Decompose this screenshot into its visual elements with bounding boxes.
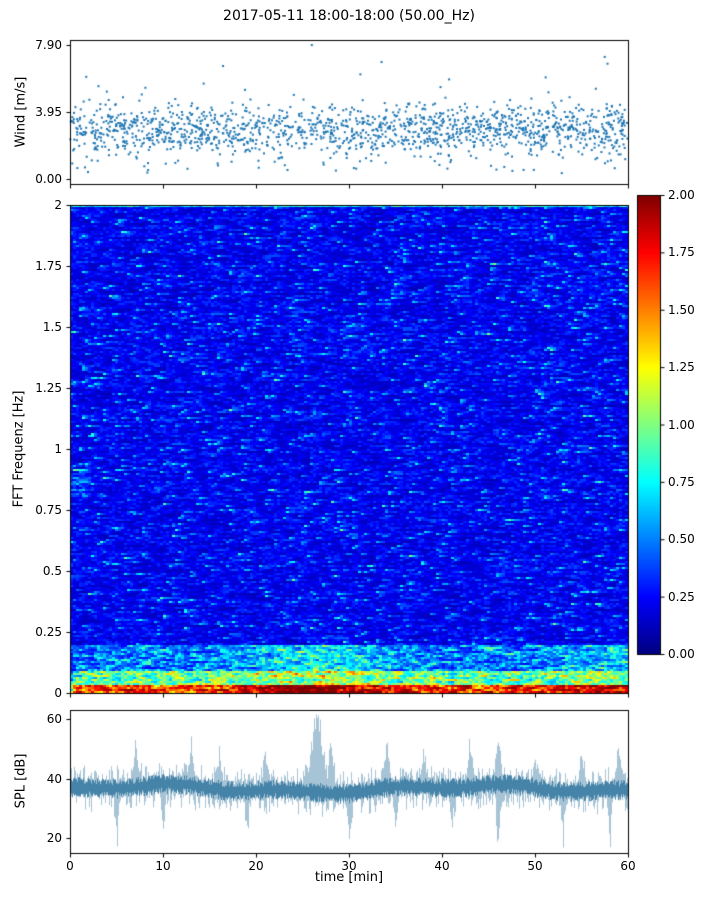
spectrogram-ytick-label: 0 <box>54 686 62 700</box>
spl-ytick-label: 60 <box>46 711 62 726</box>
spectrogram-ytick-label: 0.5 <box>42 564 62 578</box>
colorbar-tick-label: 1.50 <box>668 302 695 317</box>
x-tick-label: 60 <box>620 859 636 873</box>
wind-ytick-label: 3.95 <box>35 105 62 119</box>
spl-ytick-label: 40 <box>46 771 62 786</box>
spectrogram-ytick-label: 2 <box>54 198 62 212</box>
x-tick-label: 30 <box>341 859 357 873</box>
spectrogram-ytick-label: 0.25 <box>35 625 62 639</box>
x-tick-label: 50 <box>527 859 543 873</box>
colorbar-tick-label: 1.75 <box>668 245 695 260</box>
spectrogram-ytick-label: 1.25 <box>35 381 62 395</box>
x-tick-label: 10 <box>155 859 171 873</box>
colorbar-tick-label: 0.50 <box>668 532 695 547</box>
wind-ytick-label: 0.00 <box>35 171 62 186</box>
spl-ylabel: SPL [dB] <box>13 753 29 809</box>
colorbar-tick-label: 0.75 <box>668 474 695 489</box>
spectrogram-ytick-label: 0.75 <box>35 503 62 517</box>
wind-ylabel: Wind [m/s] <box>13 76 29 148</box>
colorbar-tick-label: 1.25 <box>668 360 695 375</box>
x-tick-label: 40 <box>434 859 450 873</box>
spectrogram-ylabel: FFT Frequenz [Hz] <box>11 390 27 508</box>
spectrogram-ytick-label: 1.5 <box>42 320 62 334</box>
figure-title: 2017-05-11 18:00-18:00 (50.00_Hz) <box>223 8 475 24</box>
colorbar-tick-label: 0.25 <box>668 589 695 604</box>
spectrogram-ytick-label: 1.75 <box>35 259 62 273</box>
x-tick-label: 0 <box>66 859 74 873</box>
colorbar-tick-label: 2.00 <box>668 188 695 202</box>
colorbar-tick-label: 1.00 <box>668 417 695 432</box>
colorbar-tick-label: 0.00 <box>668 647 695 661</box>
spectrogram-ytick-label: 1 <box>54 442 62 456</box>
spl-ytick-label: 20 <box>46 831 62 846</box>
x-tick-label: 20 <box>248 859 264 873</box>
time-xlabel: time [min] <box>314 870 384 885</box>
wind-ytick-label: 7.90 <box>35 38 62 53</box>
